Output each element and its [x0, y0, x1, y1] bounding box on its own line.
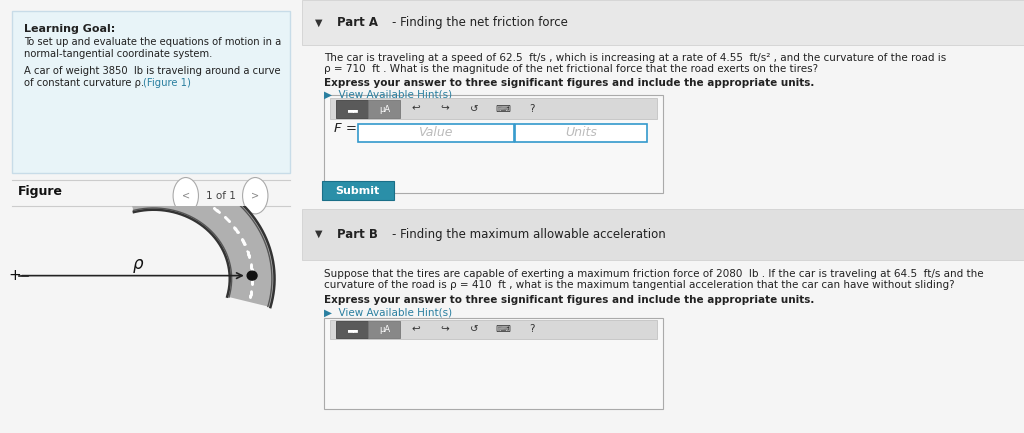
Text: Express your answer to three significant figures and include the appropriate uni: Express your answer to three significant… [324, 295, 814, 305]
Text: <: < [181, 191, 189, 201]
FancyBboxPatch shape [369, 321, 400, 338]
Text: ?: ? [529, 103, 535, 114]
Text: - Finding the net friction force: - Finding the net friction force [392, 16, 568, 29]
FancyBboxPatch shape [302, 0, 1024, 45]
Text: Suppose that the tires are capable of exerting a maximum friction force of 2080 : Suppose that the tires are capable of ex… [324, 269, 983, 279]
Text: Express your answer to three significant figures and include the appropriate uni: Express your answer to three significant… [324, 78, 814, 88]
FancyBboxPatch shape [336, 321, 368, 338]
Text: ↩: ↩ [412, 103, 421, 114]
Text: ρ: ρ [133, 255, 143, 273]
Text: Units: Units [565, 126, 597, 139]
Text: >: > [251, 191, 259, 201]
FancyBboxPatch shape [323, 181, 394, 200]
Text: A car of weight 3850  lb is traveling around a curve: A car of weight 3850 lb is traveling aro… [25, 66, 281, 76]
FancyBboxPatch shape [330, 320, 656, 339]
FancyBboxPatch shape [336, 100, 368, 118]
Text: ↩: ↩ [412, 324, 421, 334]
Text: Part A: Part A [337, 16, 378, 29]
Text: ▼: ▼ [315, 18, 323, 28]
Text: F =: F = [334, 122, 356, 135]
Text: ↺: ↺ [470, 324, 478, 334]
FancyBboxPatch shape [369, 100, 400, 118]
Text: ↺: ↺ [470, 103, 478, 114]
FancyBboxPatch shape [324, 95, 664, 193]
Text: To set up and evaluate the equations of motion in a: To set up and evaluate the equations of … [25, 37, 282, 47]
Text: Value: Value [419, 126, 453, 139]
Text: - Finding the maximum allowable acceleration: - Finding the maximum allowable accelera… [392, 228, 666, 241]
Text: 1 of 1: 1 of 1 [206, 191, 236, 201]
Text: μA: μA [379, 325, 390, 333]
FancyBboxPatch shape [302, 209, 1024, 260]
Circle shape [243, 178, 268, 214]
Text: (Figure 1): (Figure 1) [143, 78, 191, 88]
Text: ▶  View Available Hint(s): ▶ View Available Hint(s) [324, 307, 452, 317]
Text: ▶  View Available Hint(s): ▶ View Available Hint(s) [324, 90, 452, 100]
Text: of constant curvature ρ.: of constant curvature ρ. [25, 78, 144, 88]
FancyBboxPatch shape [330, 98, 656, 119]
Circle shape [247, 271, 257, 280]
Text: +: + [8, 268, 22, 283]
Text: μA: μA [379, 105, 390, 113]
Text: ↪: ↪ [440, 324, 450, 334]
Text: ?: ? [529, 324, 535, 334]
FancyBboxPatch shape [515, 124, 647, 142]
FancyBboxPatch shape [358, 124, 514, 142]
Text: normal-tangential coordinate system.: normal-tangential coordinate system. [25, 49, 213, 59]
Text: ▃▃: ▃▃ [346, 106, 357, 112]
Text: ρ = 710  ft . What is the magnitude of the net frictional force that the road ex: ρ = 710 ft . What is the magnitude of th… [324, 64, 818, 74]
Text: ⌨: ⌨ [496, 324, 510, 334]
FancyBboxPatch shape [12, 11, 290, 173]
Text: Submit: Submit [336, 185, 380, 196]
Text: Figure: Figure [18, 185, 63, 198]
Text: Part B: Part B [337, 228, 378, 241]
Circle shape [173, 178, 199, 214]
Text: ↪: ↪ [440, 103, 450, 114]
Text: ⌨: ⌨ [496, 103, 510, 114]
Text: The car is traveling at a speed of 62.5  ft/s , which is increasing at a rate of: The car is traveling at a speed of 62.5 … [324, 53, 946, 63]
Text: ▼: ▼ [315, 229, 323, 239]
FancyBboxPatch shape [324, 318, 664, 409]
Text: curvature of the road is ρ = 410  ft , what is the maximum tangential accelerati: curvature of the road is ρ = 410 ft , wh… [324, 280, 954, 290]
Polygon shape [122, 169, 274, 307]
Text: Learning Goal:: Learning Goal: [25, 24, 116, 34]
Text: ▃▃: ▃▃ [346, 326, 357, 332]
